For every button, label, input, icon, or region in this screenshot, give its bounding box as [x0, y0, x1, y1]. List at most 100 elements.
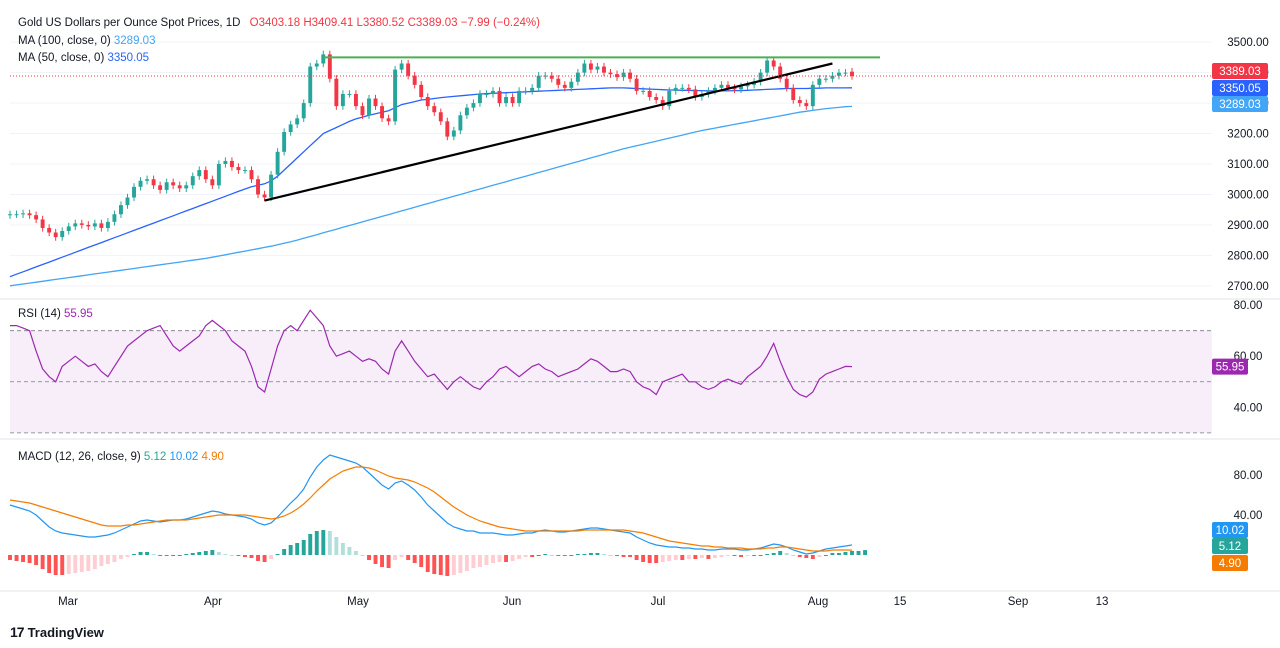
macd-histogram-bar	[288, 545, 293, 555]
price-label-box	[1212, 96, 1268, 112]
support-trendline	[264, 62, 833, 202]
macd-histogram-bar	[856, 551, 861, 555]
candle-body	[660, 100, 665, 107]
candle-body	[464, 107, 469, 116]
candle-body	[334, 78, 339, 107]
candle-body	[158, 185, 163, 190]
candle-body	[190, 176, 195, 186]
candle-body	[262, 194, 267, 198]
macd-histogram-bar	[569, 555, 574, 556]
macd-histogram-bar	[236, 555, 241, 556]
low-value: L3380.52	[356, 17, 405, 29]
candle-body	[288, 124, 293, 133]
price-tick-label: 3500.00	[1227, 37, 1269, 49]
macd-histogram-bar	[158, 555, 163, 556]
rsi-tick-label: 40.00	[1234, 402, 1263, 414]
candle-body	[419, 84, 424, 97]
candle-body	[758, 72, 763, 82]
macd-histogram-bar	[177, 555, 182, 556]
macd-histogram-bar	[203, 551, 208, 555]
candle-body	[765, 60, 770, 73]
macd-histogram-bar	[804, 555, 809, 558]
macd-histogram-bar	[836, 553, 841, 555]
candle-body	[53, 232, 58, 238]
x-tick-label: Apr	[204, 596, 222, 608]
candle-body	[549, 75, 554, 79]
macd-histogram-bar	[112, 555, 117, 562]
candle-body	[745, 84, 750, 87]
macd-histogram-bar	[549, 555, 554, 556]
candle-body	[530, 87, 535, 91]
candle-body	[236, 167, 241, 171]
macd-histogram-bar	[843, 552, 848, 555]
ma100-value: 3289.03	[113, 35, 156, 47]
candle-body	[119, 205, 123, 215]
high-value: H3409.41	[303, 17, 354, 29]
macd-histogram-bar	[712, 555, 717, 558]
macd-histogram-bar	[308, 534, 313, 555]
rsi-band	[10, 330, 1212, 433]
macd-histogram-bar	[223, 554, 228, 555]
macd-histogram-bar	[47, 555, 52, 573]
tradingview-brand[interactable]: 17 TradingView	[10, 624, 104, 640]
candle-body	[608, 72, 613, 75]
macd-histogram-bar	[21, 555, 26, 562]
macd-histogram-bar	[327, 531, 332, 555]
candle-body	[380, 106, 385, 119]
price-label-text: 3350.05	[1219, 83, 1261, 95]
candle-body	[243, 170, 247, 172]
candle-body	[353, 93, 358, 107]
candle-body	[595, 66, 600, 70]
macd-histogram-bar	[406, 555, 411, 560]
candle-body	[399, 63, 404, 70]
candle-body	[471, 103, 476, 108]
candle-body	[458, 115, 463, 131]
main-legend: Gold US Dollars per Ounce Spot Prices, 1…	[18, 17, 540, 29]
candle-body	[125, 197, 130, 206]
candle-body	[295, 118, 300, 125]
macd-histogram-bar	[412, 555, 417, 563]
macd-histogram-bar	[706, 555, 711, 559]
candle-body	[562, 84, 567, 88]
rsi-value: 55.95	[64, 308, 93, 320]
candle-body	[484, 93, 489, 95]
candle-body	[830, 75, 835, 79]
candle-body	[504, 97, 509, 104]
macd-histogram-bar	[784, 553, 789, 555]
macd-histogram-bar	[517, 555, 522, 559]
macd-histogram-bar	[164, 555, 169, 556]
macd-histogram-bar	[628, 555, 633, 557]
macd-histogram-bar	[647, 555, 652, 563]
ma50-value: 3350.05	[107, 52, 150, 64]
macd-histogram-bar	[132, 554, 136, 555]
macd-histogram-bar	[660, 555, 665, 562]
macd-histogram-bar	[171, 555, 176, 556]
macd-histogram-bar	[275, 554, 280, 555]
macd-histogram-bar	[184, 554, 189, 555]
macd-histogram-bar	[340, 543, 345, 555]
macd-histogram-bar	[752, 555, 757, 556]
candle-body	[412, 75, 417, 85]
candle-body	[197, 170, 202, 177]
macd-histogram-bar	[269, 555, 274, 559]
macd-line	[9, 454, 853, 555]
macd-histogram-bar	[347, 547, 352, 555]
candle-body	[654, 97, 659, 101]
macd-histogram-bar	[138, 552, 143, 555]
macd-value-label: 5.12	[1219, 541, 1241, 553]
macd-histogram-bar	[654, 555, 659, 563]
macd-histogram-bar	[765, 554, 770, 555]
ma100-line	[9, 105, 853, 287]
macd-histogram-bar	[151, 554, 156, 555]
x-tick-label: 13	[1096, 596, 1109, 608]
brand-name: TradingView	[27, 624, 104, 640]
macd-histogram-bar	[699, 555, 704, 558]
candle-body	[210, 179, 215, 186]
candle-body	[556, 78, 561, 85]
tradingview-logo-icon: 17	[10, 624, 25, 640]
candle-body	[771, 60, 776, 67]
candle-body	[314, 63, 319, 67]
macd-histogram-bar	[477, 555, 482, 567]
candle-body	[680, 87, 685, 89]
